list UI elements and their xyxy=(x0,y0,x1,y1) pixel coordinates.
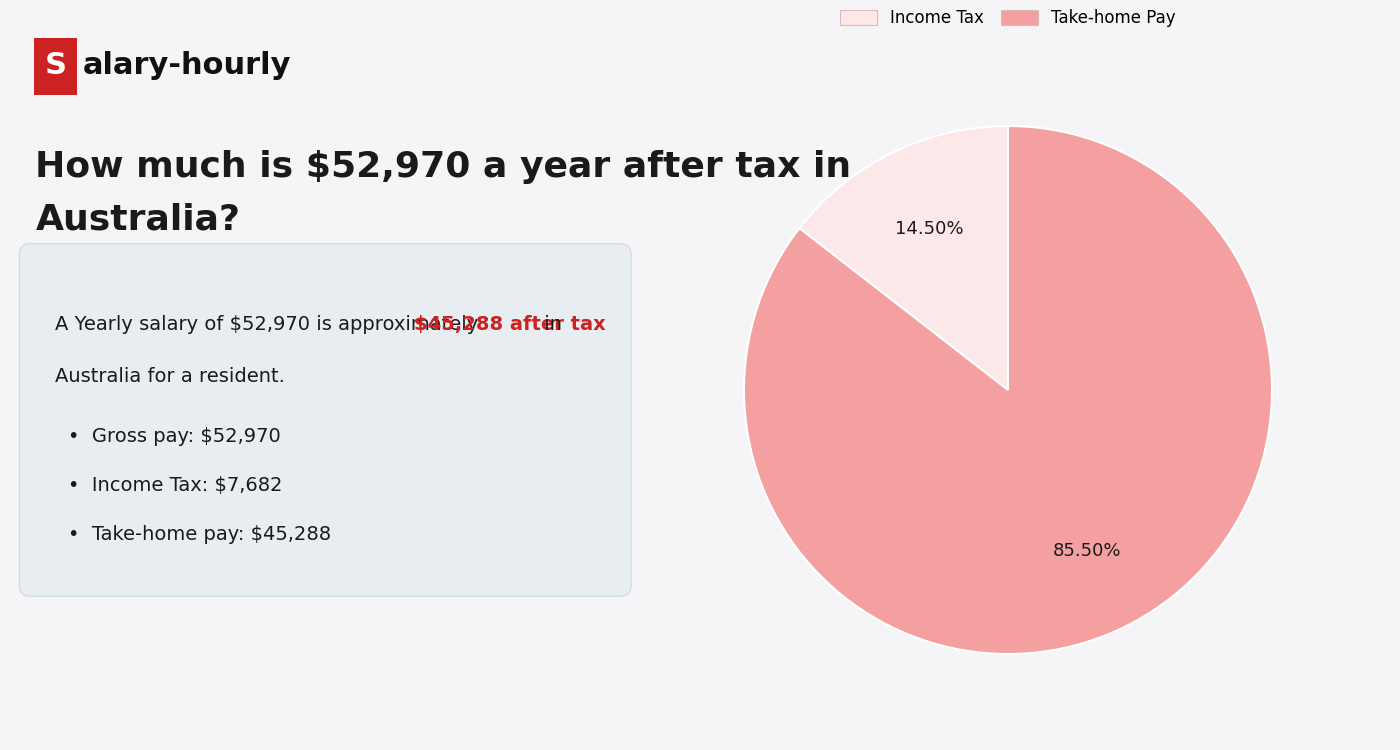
Text: •  Gross pay: $52,970: • Gross pay: $52,970 xyxy=(67,427,280,446)
Text: •  Income Tax: $7,682: • Income Tax: $7,682 xyxy=(67,476,283,495)
FancyBboxPatch shape xyxy=(34,38,77,95)
Text: 85.50%: 85.50% xyxy=(1053,542,1121,560)
Text: in: in xyxy=(538,315,561,334)
Text: A Yearly salary of $52,970 is approximately: A Yearly salary of $52,970 is approximat… xyxy=(55,315,484,334)
Legend: Income Tax, Take-home Pay: Income Tax, Take-home Pay xyxy=(834,2,1182,34)
FancyBboxPatch shape xyxy=(20,244,631,596)
Text: S: S xyxy=(45,52,66,80)
Wedge shape xyxy=(743,126,1273,654)
Text: alary-hourly: alary-hourly xyxy=(83,52,291,80)
Text: 14.50%: 14.50% xyxy=(895,220,963,238)
Wedge shape xyxy=(799,126,1008,390)
Text: Australia for a resident.: Australia for a resident. xyxy=(55,368,284,386)
Text: $45,288 after tax: $45,288 after tax xyxy=(414,315,606,334)
Text: •  Take-home pay: $45,288: • Take-home pay: $45,288 xyxy=(67,525,330,544)
Text: Australia?: Australia? xyxy=(35,202,241,236)
Text: How much is $52,970 a year after tax in: How much is $52,970 a year after tax in xyxy=(35,150,851,184)
